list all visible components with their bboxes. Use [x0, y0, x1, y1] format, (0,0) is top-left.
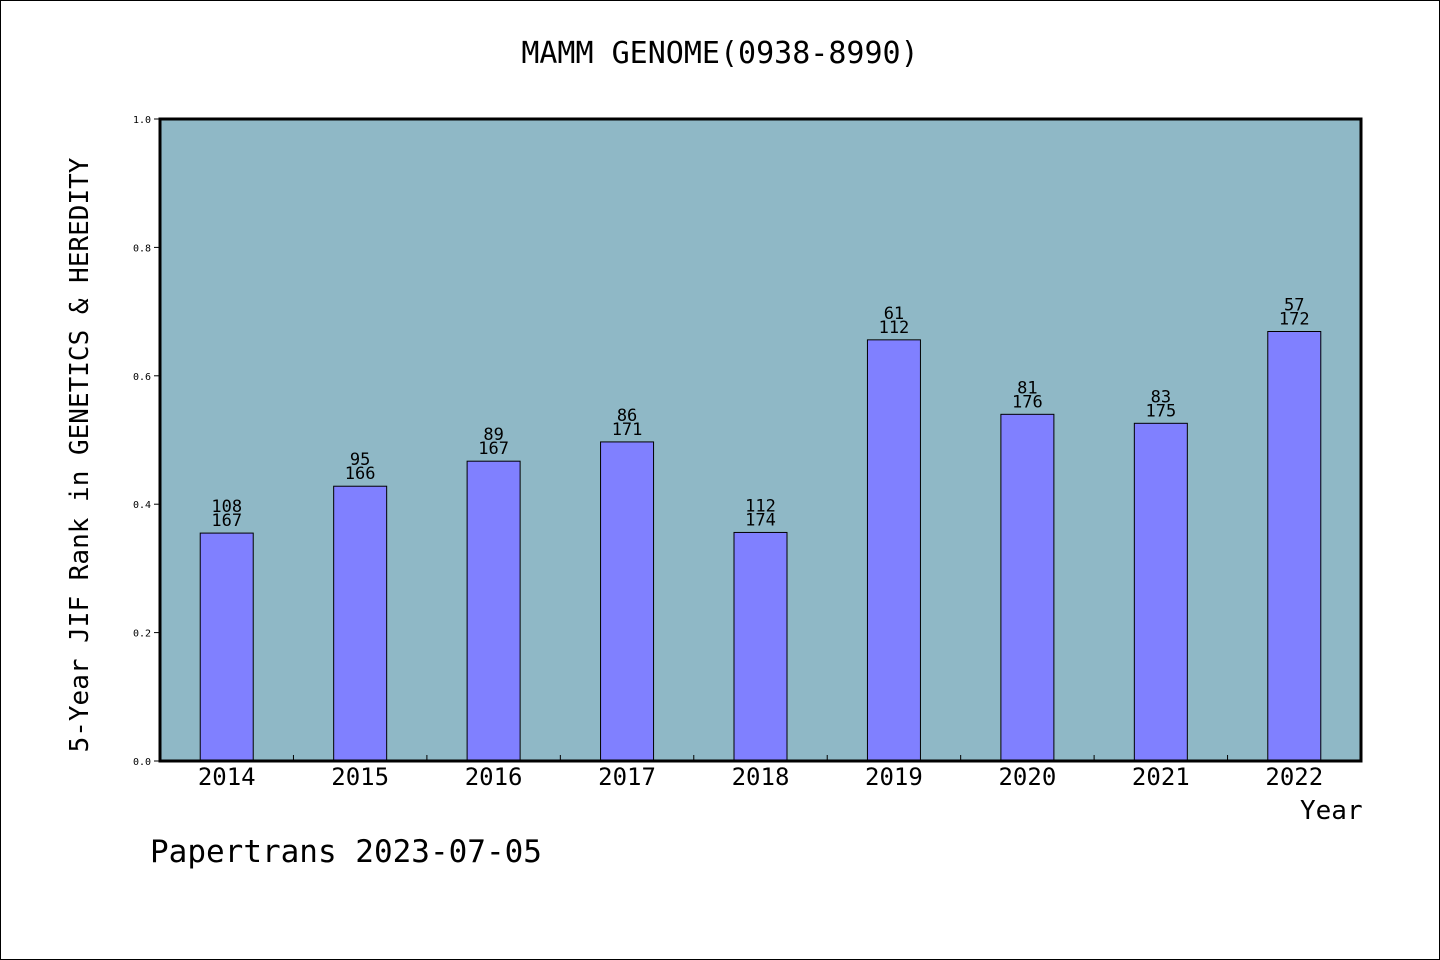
x-tick-label: 2014 — [198, 763, 256, 791]
bar — [1000, 413, 1055, 762]
bar — [866, 339, 921, 762]
plot-border — [158, 117, 1363, 763]
bar-total-label: 166 — [345, 464, 376, 484]
y-axis-label: 5-Year JIF Rank in GENETICS & HEREDITY — [65, 157, 95, 753]
y-tick-label: 0.4 — [133, 500, 151, 511]
bar-total-label: 174 — [745, 510, 776, 530]
x-tick-label: 2021 — [1132, 763, 1190, 791]
x-tick-label: 2019 — [865, 763, 923, 791]
bar — [1267, 331, 1322, 762]
bar — [600, 441, 655, 762]
bar-rank-label: 89 — [483, 425, 503, 445]
x-axis-label: Year — [1300, 796, 1363, 826]
bar-total-label: 112 — [879, 318, 910, 338]
footer-note: Papertrans 2023-07-05 — [150, 834, 542, 870]
y-tick-label: 0.2 — [133, 629, 151, 640]
plot-area: 0.00.20.40.60.81.01081672014951662015891… — [133, 115, 1363, 791]
bar — [1133, 422, 1188, 762]
x-tick-label: 2022 — [1265, 763, 1323, 791]
bar — [733, 531, 788, 762]
bar-total-label: 171 — [612, 420, 643, 440]
bar-rank-label: 81 — [1017, 378, 1037, 398]
y-tick-label: 0.0 — [133, 757, 151, 768]
x-tick-label: 2018 — [732, 763, 790, 791]
bar-total-label: 175 — [1145, 401, 1176, 421]
bar-rank-label: 57 — [1284, 296, 1304, 316]
x-tick-label: 2017 — [598, 763, 656, 791]
bar-rank-label: 61 — [884, 304, 904, 324]
bar-total-label: 172 — [1279, 310, 1310, 330]
bar — [333, 485, 388, 762]
bar-rank-label: 108 — [211, 497, 242, 517]
y-tick-label: 0.6 — [133, 372, 151, 383]
x-tick-label: 2020 — [998, 763, 1056, 791]
bar-rank-label: 86 — [617, 406, 637, 426]
bar-rank-label: 95 — [350, 450, 370, 470]
bar-rank-label: 83 — [1151, 387, 1171, 407]
chart-title: MAMM GENOME(0938-8990) — [521, 36, 919, 71]
bar-total-label: 167 — [478, 439, 509, 459]
bar-rank-label: 112 — [745, 496, 776, 516]
bar — [199, 532, 254, 762]
bar-total-label: 176 — [1012, 392, 1043, 412]
y-tick-label: 1.0 — [133, 115, 151, 126]
x-tick-label: 2016 — [465, 763, 523, 791]
y-tick-label: 0.8 — [133, 243, 151, 254]
x-tick-label: 2015 — [331, 763, 389, 791]
bar-total-label: 167 — [211, 511, 242, 531]
bar — [466, 460, 521, 762]
